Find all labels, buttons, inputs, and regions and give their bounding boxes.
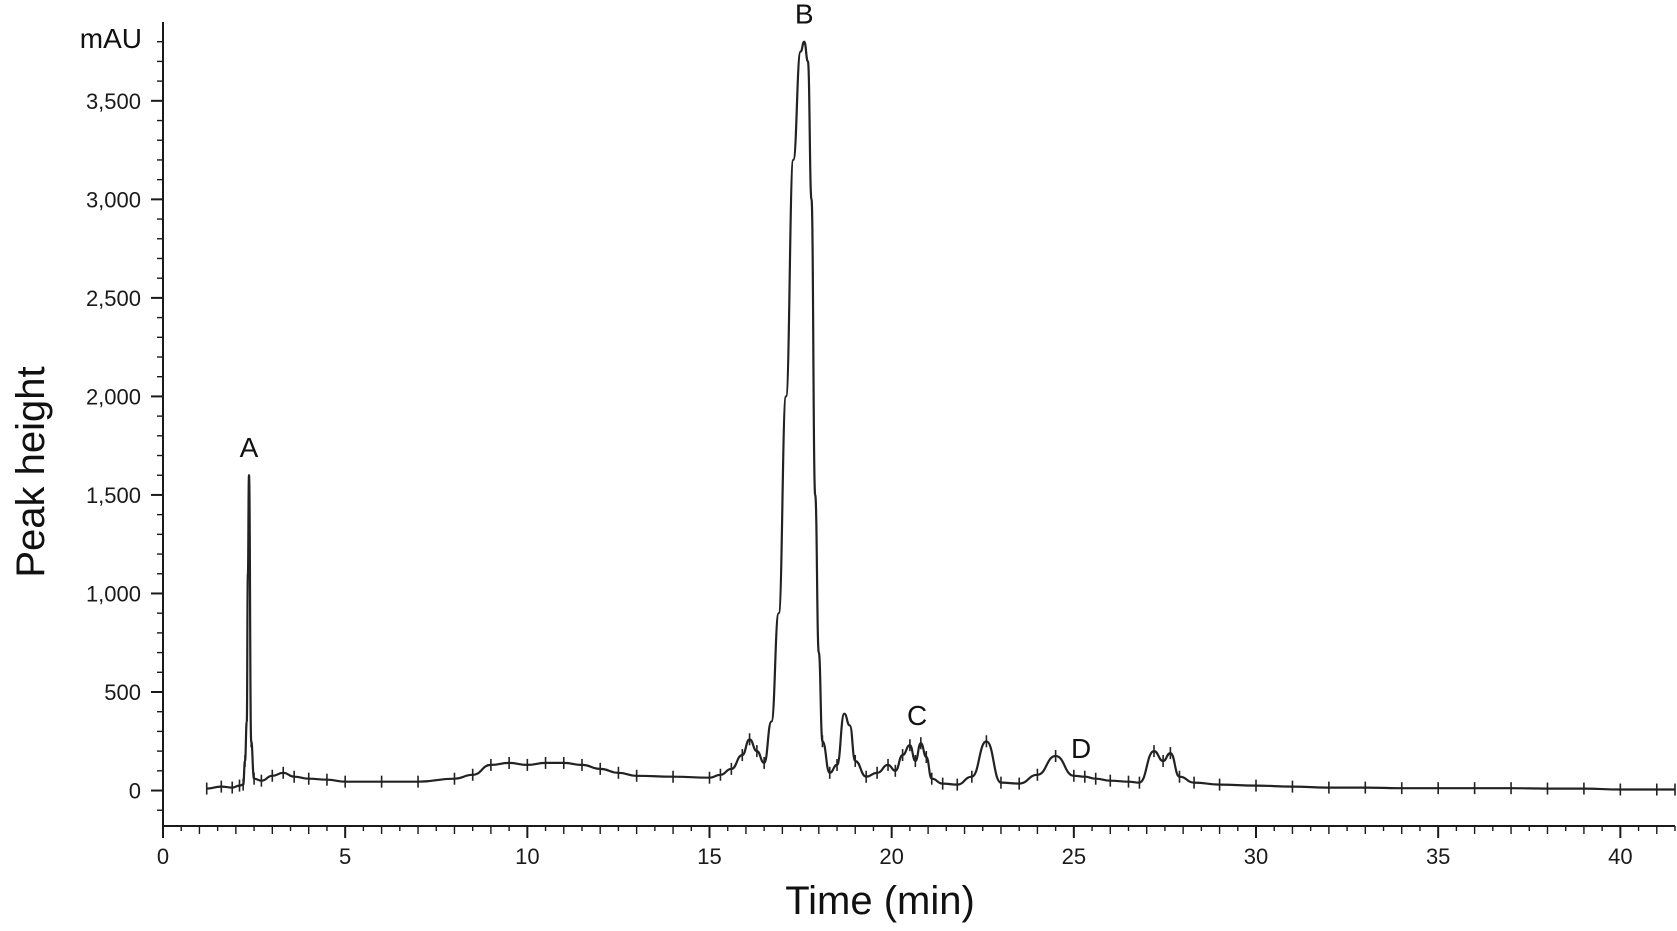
y-tick-label: 0 xyxy=(129,779,141,804)
y-tick-label: 3,000 xyxy=(86,187,141,212)
x-tick-label: 0 xyxy=(157,844,169,869)
peak-annotations: A B C D xyxy=(240,0,1092,764)
x-tick-label: 10 xyxy=(515,844,539,869)
chromatogram-trace xyxy=(206,40,1675,791)
x-tick-label: 25 xyxy=(1062,844,1086,869)
trace-layer xyxy=(205,40,1676,796)
y-axis-ticks: 0 500 1,000 1,500 2,000 2,500 3,000 3,500 xyxy=(86,41,163,811)
y-tick-label: 500 xyxy=(104,680,141,705)
x-axis-ticks: 0 5 10 15 20 25 30 35 40 xyxy=(157,826,1676,869)
y-tick-label: 2,000 xyxy=(86,384,141,409)
y-axis-title: Peak height xyxy=(9,366,53,577)
y-unit-label: mAU xyxy=(80,23,142,54)
x-tick-label: 20 xyxy=(879,844,903,869)
y-tick-label: 1,000 xyxy=(86,581,141,606)
peak-label: A xyxy=(240,432,259,463)
x-tick-label: 15 xyxy=(697,844,721,869)
y-tick-label: 3,500 xyxy=(86,89,141,114)
y-tick-label: 2,500 xyxy=(86,286,141,311)
x-tick-label: 40 xyxy=(1608,844,1632,869)
peak-label: B xyxy=(795,0,814,30)
peak-label: D xyxy=(1071,733,1091,764)
x-tick-label: 35 xyxy=(1426,844,1450,869)
peak-label: C xyxy=(907,700,927,731)
x-tick-label: 5 xyxy=(339,844,351,869)
x-axis-title: Time (min) xyxy=(785,879,975,923)
y-tick-label: 1,500 xyxy=(86,483,141,508)
x-tick-label: 30 xyxy=(1244,844,1268,869)
